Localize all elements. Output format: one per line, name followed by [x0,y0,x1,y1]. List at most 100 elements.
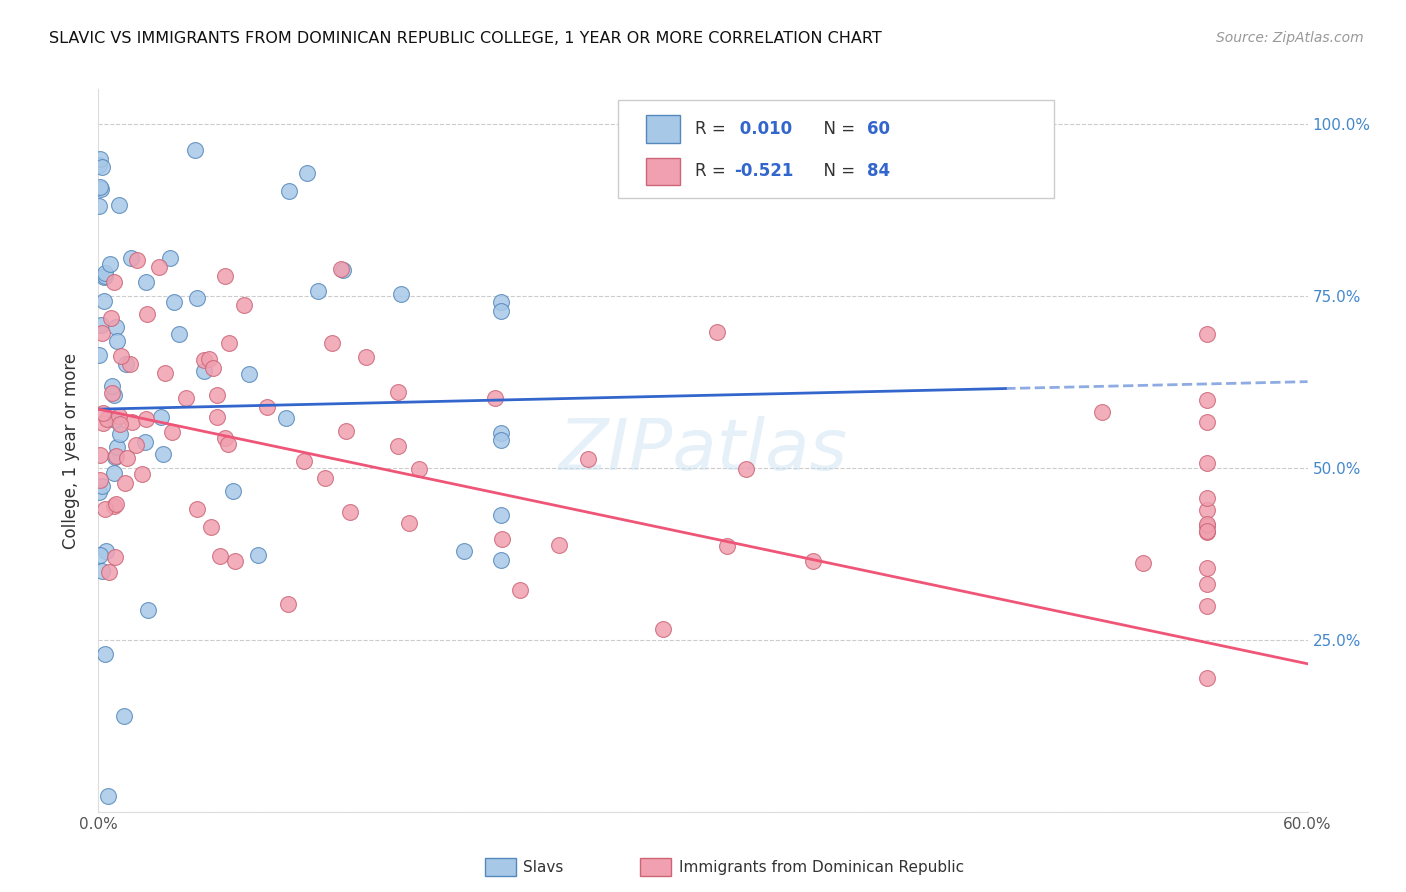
Point [198,352,221,367]
Point [332,263,354,277]
Point [94,268,117,283]
Point [91,565,114,579]
Point [491,294,513,309]
Point [1195,599,1218,614]
Point [131,467,153,481]
Point [200,520,222,534]
Point [93,293,115,308]
FancyBboxPatch shape [619,100,1053,198]
FancyBboxPatch shape [647,115,681,143]
Point [100,378,122,392]
Point [232,298,254,312]
Point [801,554,824,568]
Point [110,349,132,363]
Point [491,532,513,546]
Point [94,647,117,661]
Point [1195,415,1218,429]
Point [103,388,125,402]
Point [1195,327,1218,342]
Point [91,406,114,420]
Text: -0.521: -0.521 [734,162,794,180]
Point [491,426,513,441]
Point [107,198,129,212]
Point [112,708,135,723]
Point [101,385,124,400]
Point [174,391,197,405]
Point [149,409,172,424]
Text: R =: R = [695,162,731,180]
Point [208,549,231,563]
Point [335,424,357,438]
Point [90,160,112,174]
Point [105,334,128,348]
Point [89,473,111,487]
Point [193,364,215,378]
Point [1195,491,1218,505]
Point [93,269,115,284]
Point [1195,524,1218,538]
Point [135,275,157,289]
Point [136,308,159,322]
Point [89,448,111,462]
Point [89,180,111,194]
Point [108,417,131,431]
Point [491,304,513,318]
Point [314,471,336,485]
Text: 0.010: 0.010 [734,120,793,138]
Point [104,450,127,464]
Point [205,409,228,424]
Point [90,326,112,340]
Point [125,438,148,452]
Point [121,415,143,429]
Point [94,266,117,280]
Point [218,335,240,350]
Point [201,360,224,375]
Point [97,789,120,803]
Point [160,425,183,439]
Point [238,368,260,382]
Point [108,426,131,441]
Point [89,549,111,563]
Point [1195,671,1218,685]
Point [256,400,278,414]
Point [321,336,343,351]
Point [491,508,513,522]
Point [89,199,111,213]
Point [484,391,506,405]
Text: SLAVIC VS IMMIGRANTS FROM DOMINICAN REPUBLIC COLLEGE, 1 YEAR OR MORE CORRELATION: SLAVIC VS IMMIGRANTS FROM DOMINICAN REPU… [49,31,882,46]
Point [1195,524,1218,539]
Text: Slavs: Slavs [523,860,564,874]
Point [706,325,728,339]
Point [96,412,118,426]
Point [453,543,475,558]
Point [1091,404,1114,418]
Point [91,416,114,430]
Point [159,251,181,265]
Point [1195,517,1218,532]
Point [125,253,148,268]
Point [330,262,353,277]
Point [97,565,120,579]
Point [491,553,513,567]
Point [576,452,599,467]
Point [89,348,111,362]
Point [105,449,128,463]
Point [108,409,131,424]
Point [548,538,571,552]
Point [118,357,141,371]
Point [278,184,301,198]
Text: Immigrants from Dominican Republic: Immigrants from Dominican Republic [679,860,965,874]
Point [295,166,318,180]
Point [292,454,315,468]
Point [100,310,122,325]
Point [105,320,128,334]
Point [186,502,208,516]
Point [247,548,270,562]
Point [152,447,174,461]
Point [224,554,246,568]
Point [104,549,127,564]
Point [1195,560,1218,574]
Point [1195,519,1218,533]
Point [1195,392,1218,407]
Point [1195,502,1218,516]
